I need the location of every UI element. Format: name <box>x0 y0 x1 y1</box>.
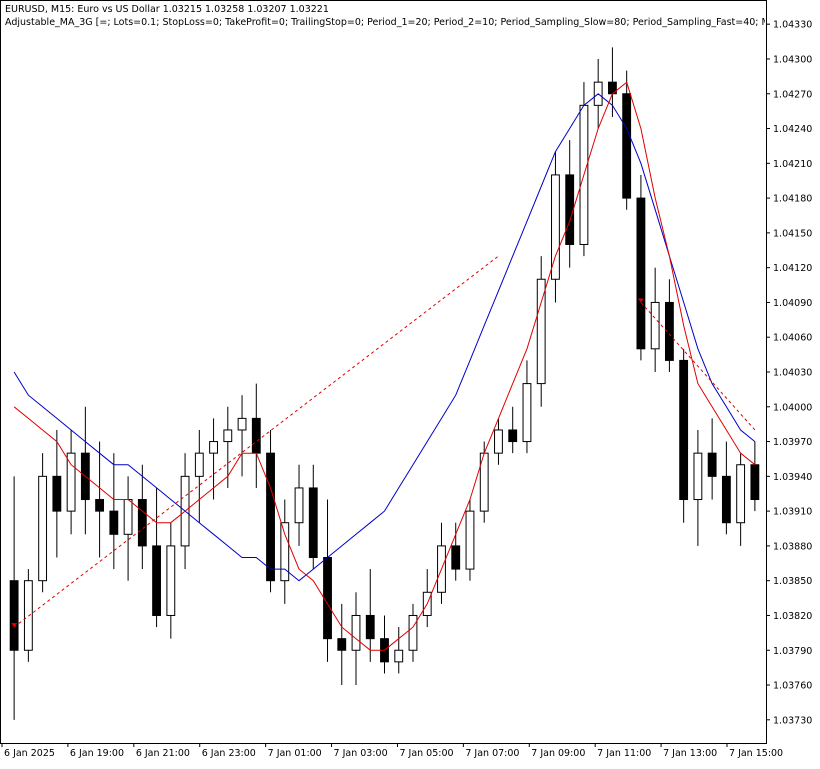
x-tick-label: 7 Jan 11:00 <box>597 748 651 759</box>
bull-candle <box>223 429 233 443</box>
y-tick-label: 1.04330 <box>773 20 812 31</box>
y-tick-label: 1.04030 <box>773 368 812 379</box>
y-tick-label: 1.04060 <box>773 333 812 344</box>
y-tick-label: 1.03820 <box>773 611 812 622</box>
bull-candle <box>280 522 290 582</box>
y-tick-label: 1.03730 <box>773 715 812 726</box>
trade-entry-arrow <box>637 298 644 303</box>
bull-candle <box>408 614 418 651</box>
chart-frame <box>0 0 767 744</box>
bull-candle <box>536 278 546 385</box>
bull-candle <box>394 649 404 663</box>
y-tick-label: 1.03970 <box>773 437 812 448</box>
trade-entry-arrow <box>11 623 18 628</box>
y-tick-label: 1.03880 <box>773 541 812 552</box>
x-tick-label: 7 Jan 05:00 <box>399 748 453 759</box>
y-tick-label: 1.04000 <box>773 402 812 413</box>
x-tick-label: 7 Jan 15:00 <box>729 748 783 759</box>
bull-candle <box>465 510 475 570</box>
x-tick-label: 7 Jan 09:00 <box>531 748 585 759</box>
x-tick-label: 7 Jan 01:00 <box>268 748 322 759</box>
bull-candle <box>237 417 247 431</box>
bear-candle <box>95 499 105 512</box>
bear-candle <box>251 417 261 454</box>
bull-candle <box>494 429 503 454</box>
x-tick-label: 7 Jan 03:00 <box>334 748 388 759</box>
bear-candle <box>9 580 19 651</box>
bear-candle <box>508 429 518 443</box>
y-tick-label: 1.04180 <box>773 194 812 205</box>
bull-candle <box>166 545 176 616</box>
bull-candle <box>194 452 204 477</box>
bear-candle <box>636 197 646 350</box>
bear-candle <box>565 174 575 245</box>
bear-candle <box>622 93 632 199</box>
bear-candle <box>137 499 147 547</box>
y-tick-label: 1.03760 <box>773 681 812 692</box>
bear-candle <box>323 557 332 640</box>
y-tick-label: 1.04150 <box>773 228 812 239</box>
bull-candle <box>294 487 304 524</box>
x-tick-label: 6 Jan 23:00 <box>202 748 256 759</box>
bear-candle <box>664 301 674 361</box>
bear-candle <box>365 614 375 640</box>
x-tick-label: 7 Jan 13:00 <box>663 748 717 759</box>
bull-candle <box>551 174 560 280</box>
expert-advisor-header: Adjustable_MA_3G [=; Lots=0.1; StopLoss=… <box>5 17 765 28</box>
bear-candle <box>308 487 318 558</box>
x-tick-label: 6 Jan 2025 <box>4 748 55 759</box>
trade-line <box>640 302 756 431</box>
bull-candle <box>522 383 532 443</box>
y-tick-label: 1.03790 <box>773 646 812 657</box>
bear-candle <box>109 510 119 535</box>
bull-candle <box>209 441 218 454</box>
bull-candle <box>38 475 48 582</box>
bear-candle <box>52 475 62 512</box>
x-tick-label: 6 Jan 21:00 <box>136 748 190 759</box>
fast-ma-line <box>13 81 756 651</box>
bull-candle <box>123 499 133 535</box>
symbol-header: EURUSD, M15: Euro vs US Dollar 1.03215 1… <box>5 4 329 15</box>
slow-ma-line <box>13 93 756 582</box>
y-tick-label: 1.04300 <box>773 54 812 65</box>
bear-candle <box>152 545 161 616</box>
bull-candle <box>66 452 76 512</box>
x-tick-label: 7 Jan 07:00 <box>465 748 519 759</box>
bear-candle <box>750 464 760 501</box>
y-tick-label: 1.04210 <box>773 159 812 170</box>
y-tick-label: 1.03940 <box>773 472 812 483</box>
bear-candle <box>721 475 731 524</box>
x-tick-label: 6 Jan 19:00 <box>70 748 124 759</box>
y-tick-label: 1.03910 <box>773 507 812 518</box>
y-tick-label: 1.04090 <box>773 298 812 309</box>
bear-candle <box>707 452 717 477</box>
y-tick-label: 1.03850 <box>773 576 812 587</box>
bull-candle <box>351 614 361 651</box>
bull-candle <box>23 580 33 651</box>
bear-candle <box>679 359 689 501</box>
bear-candle <box>266 452 275 582</box>
bull-candle <box>650 301 660 350</box>
bear-candle <box>337 638 347 651</box>
y-tick-label: 1.04270 <box>773 89 812 100</box>
bull-candle <box>736 464 746 524</box>
bull-candle <box>693 452 703 501</box>
y-tick-label: 1.04240 <box>773 124 812 135</box>
bear-candle <box>451 545 461 570</box>
y-tick-label: 1.04120 <box>773 263 812 274</box>
